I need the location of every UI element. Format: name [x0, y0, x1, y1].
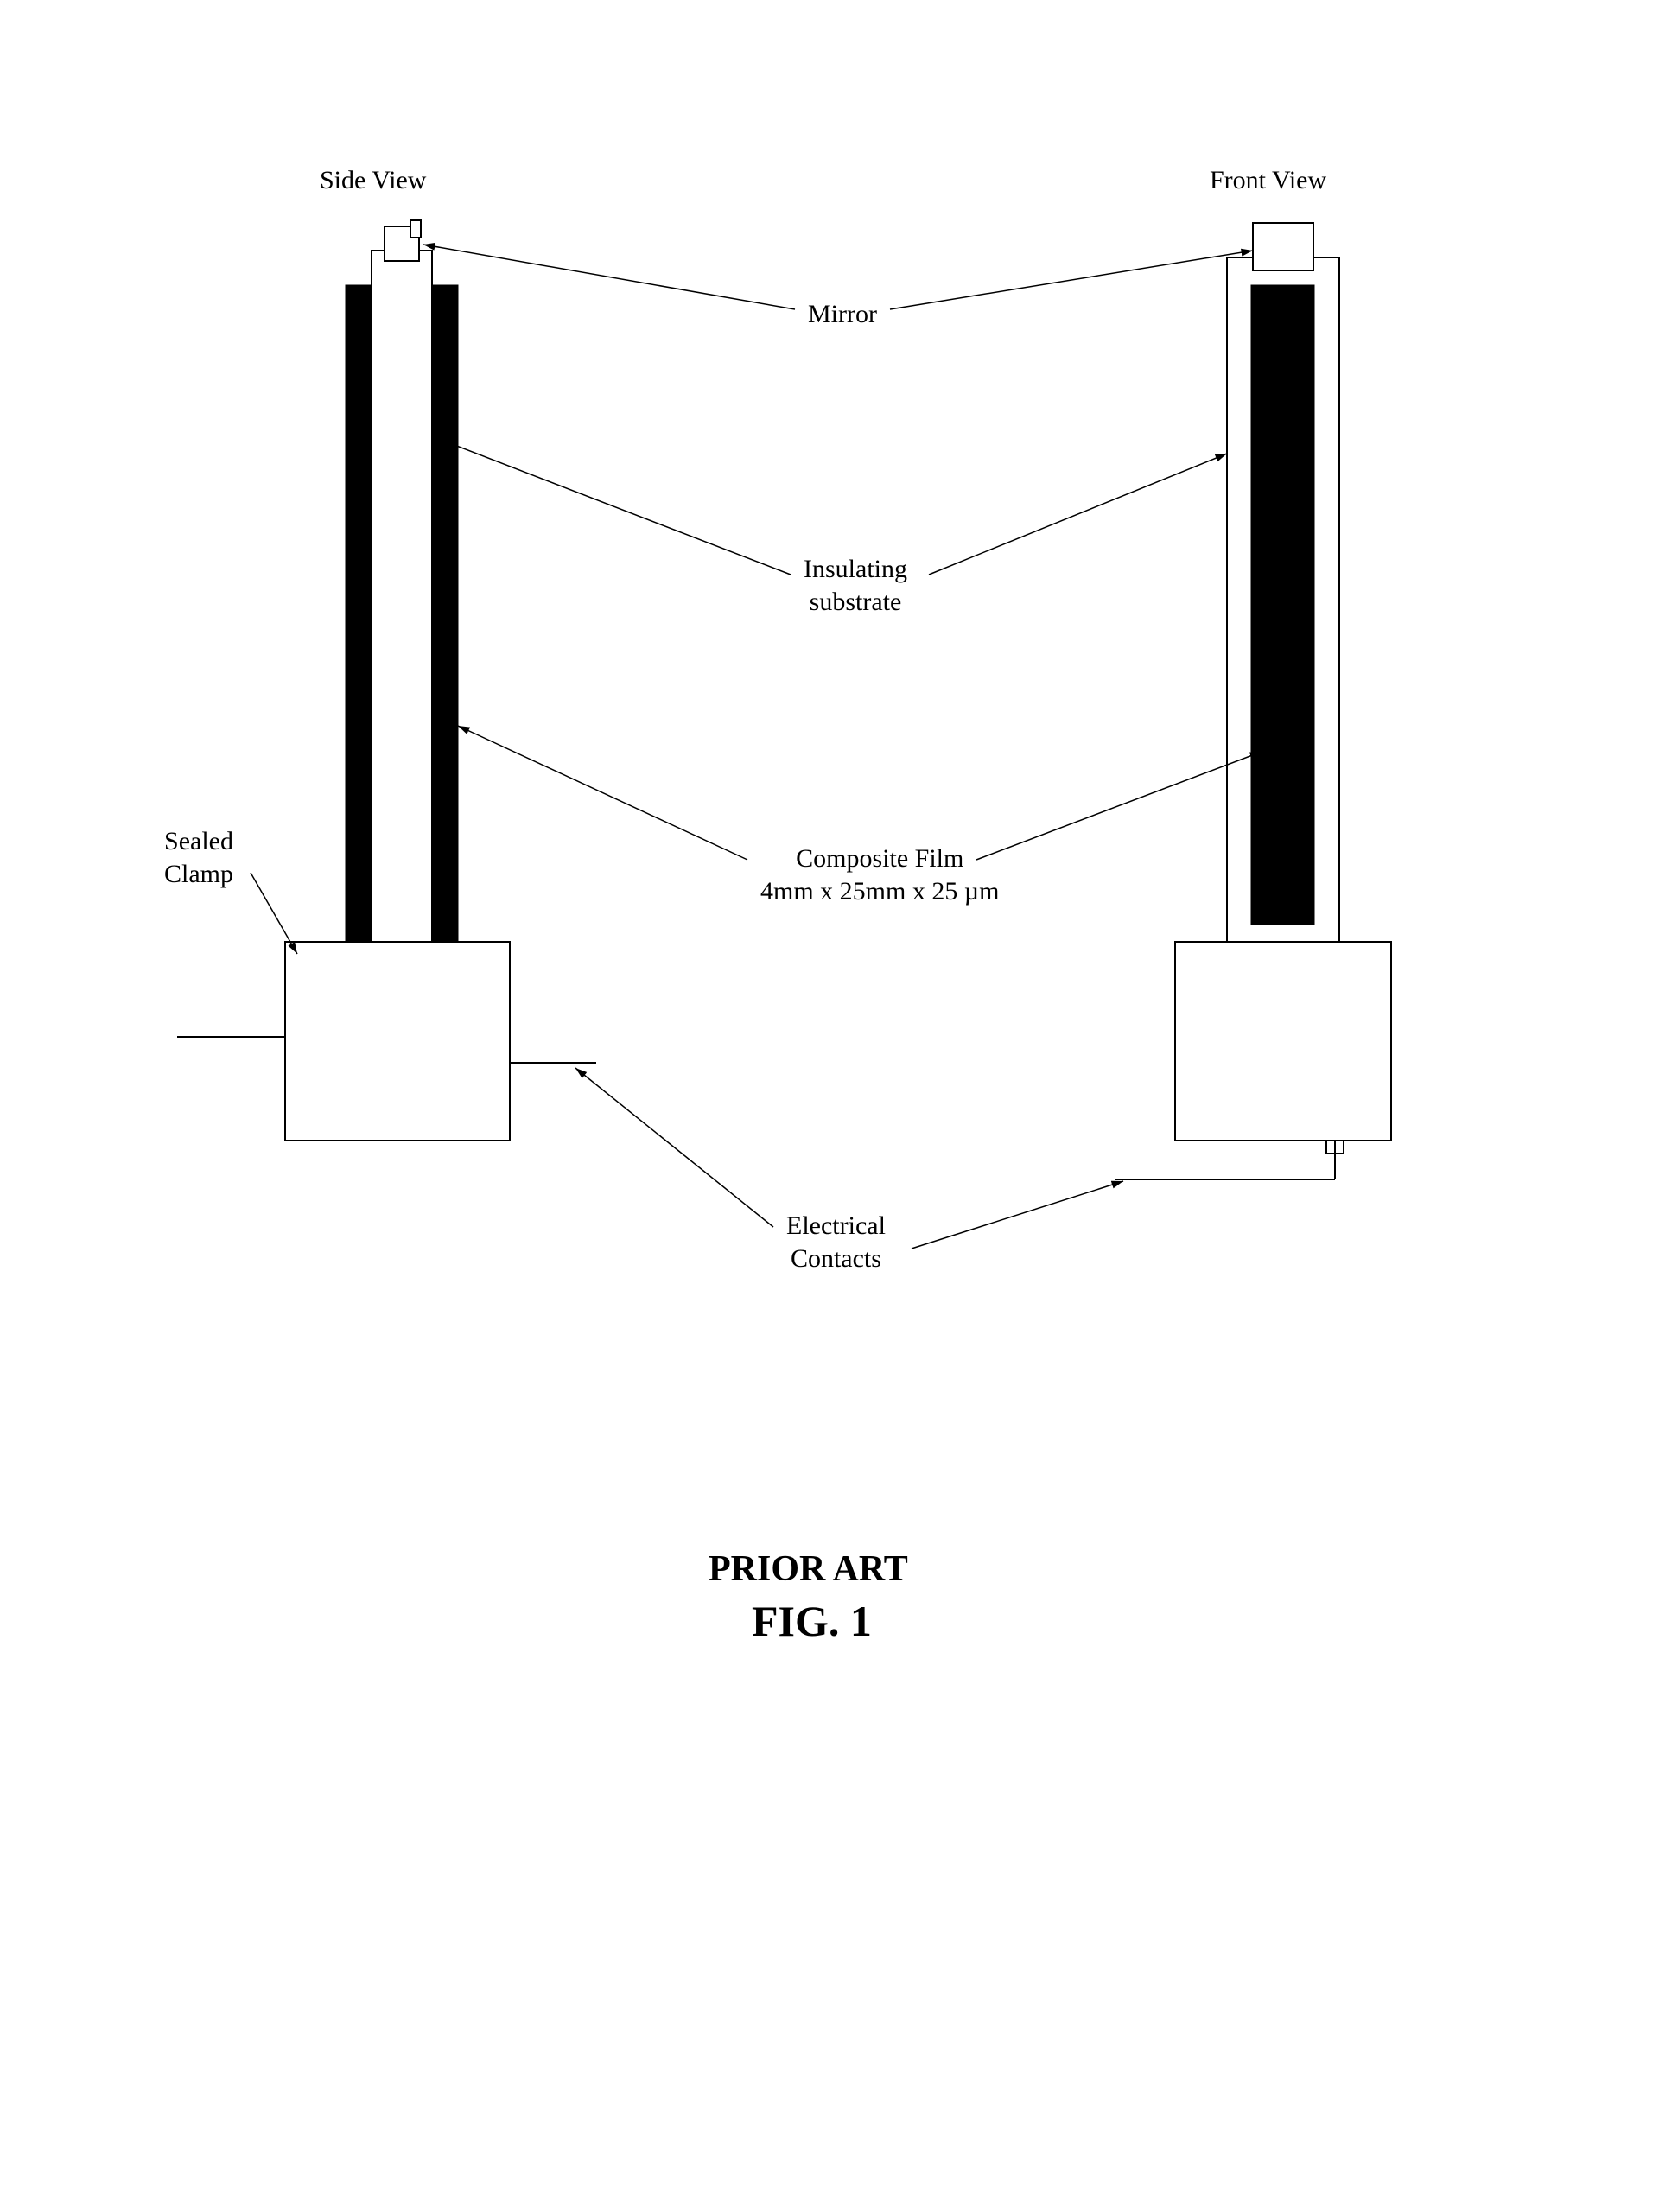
mirror-label: Mirror	[808, 298, 877, 331]
substrate-label: Insulating substrate	[804, 553, 907, 618]
side-view-heading: Side View	[320, 164, 426, 197]
film-label: Composite Film 4mm x 25mm x 25 µm	[760, 842, 999, 907]
clamp-label: Sealed Clamp	[164, 825, 233, 890]
diagram-svg	[0, 0, 1678, 2212]
caption-fig: FIG. 1	[752, 1594, 872, 1649]
contacts-label: Electrical Contacts	[786, 1210, 886, 1274]
caption-prior-art: PRIOR ART	[709, 1547, 908, 1592]
figure-canvas: Side View Front View Mirror Insulating s…	[0, 0, 1678, 2212]
front-view-heading: Front View	[1210, 164, 1326, 197]
